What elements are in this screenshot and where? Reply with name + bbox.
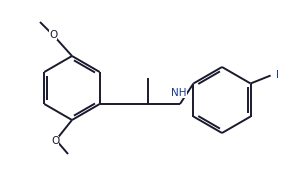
Text: NH: NH <box>171 88 187 98</box>
Text: I: I <box>276 70 278 81</box>
Text: O: O <box>51 136 59 146</box>
Text: O: O <box>49 30 57 40</box>
